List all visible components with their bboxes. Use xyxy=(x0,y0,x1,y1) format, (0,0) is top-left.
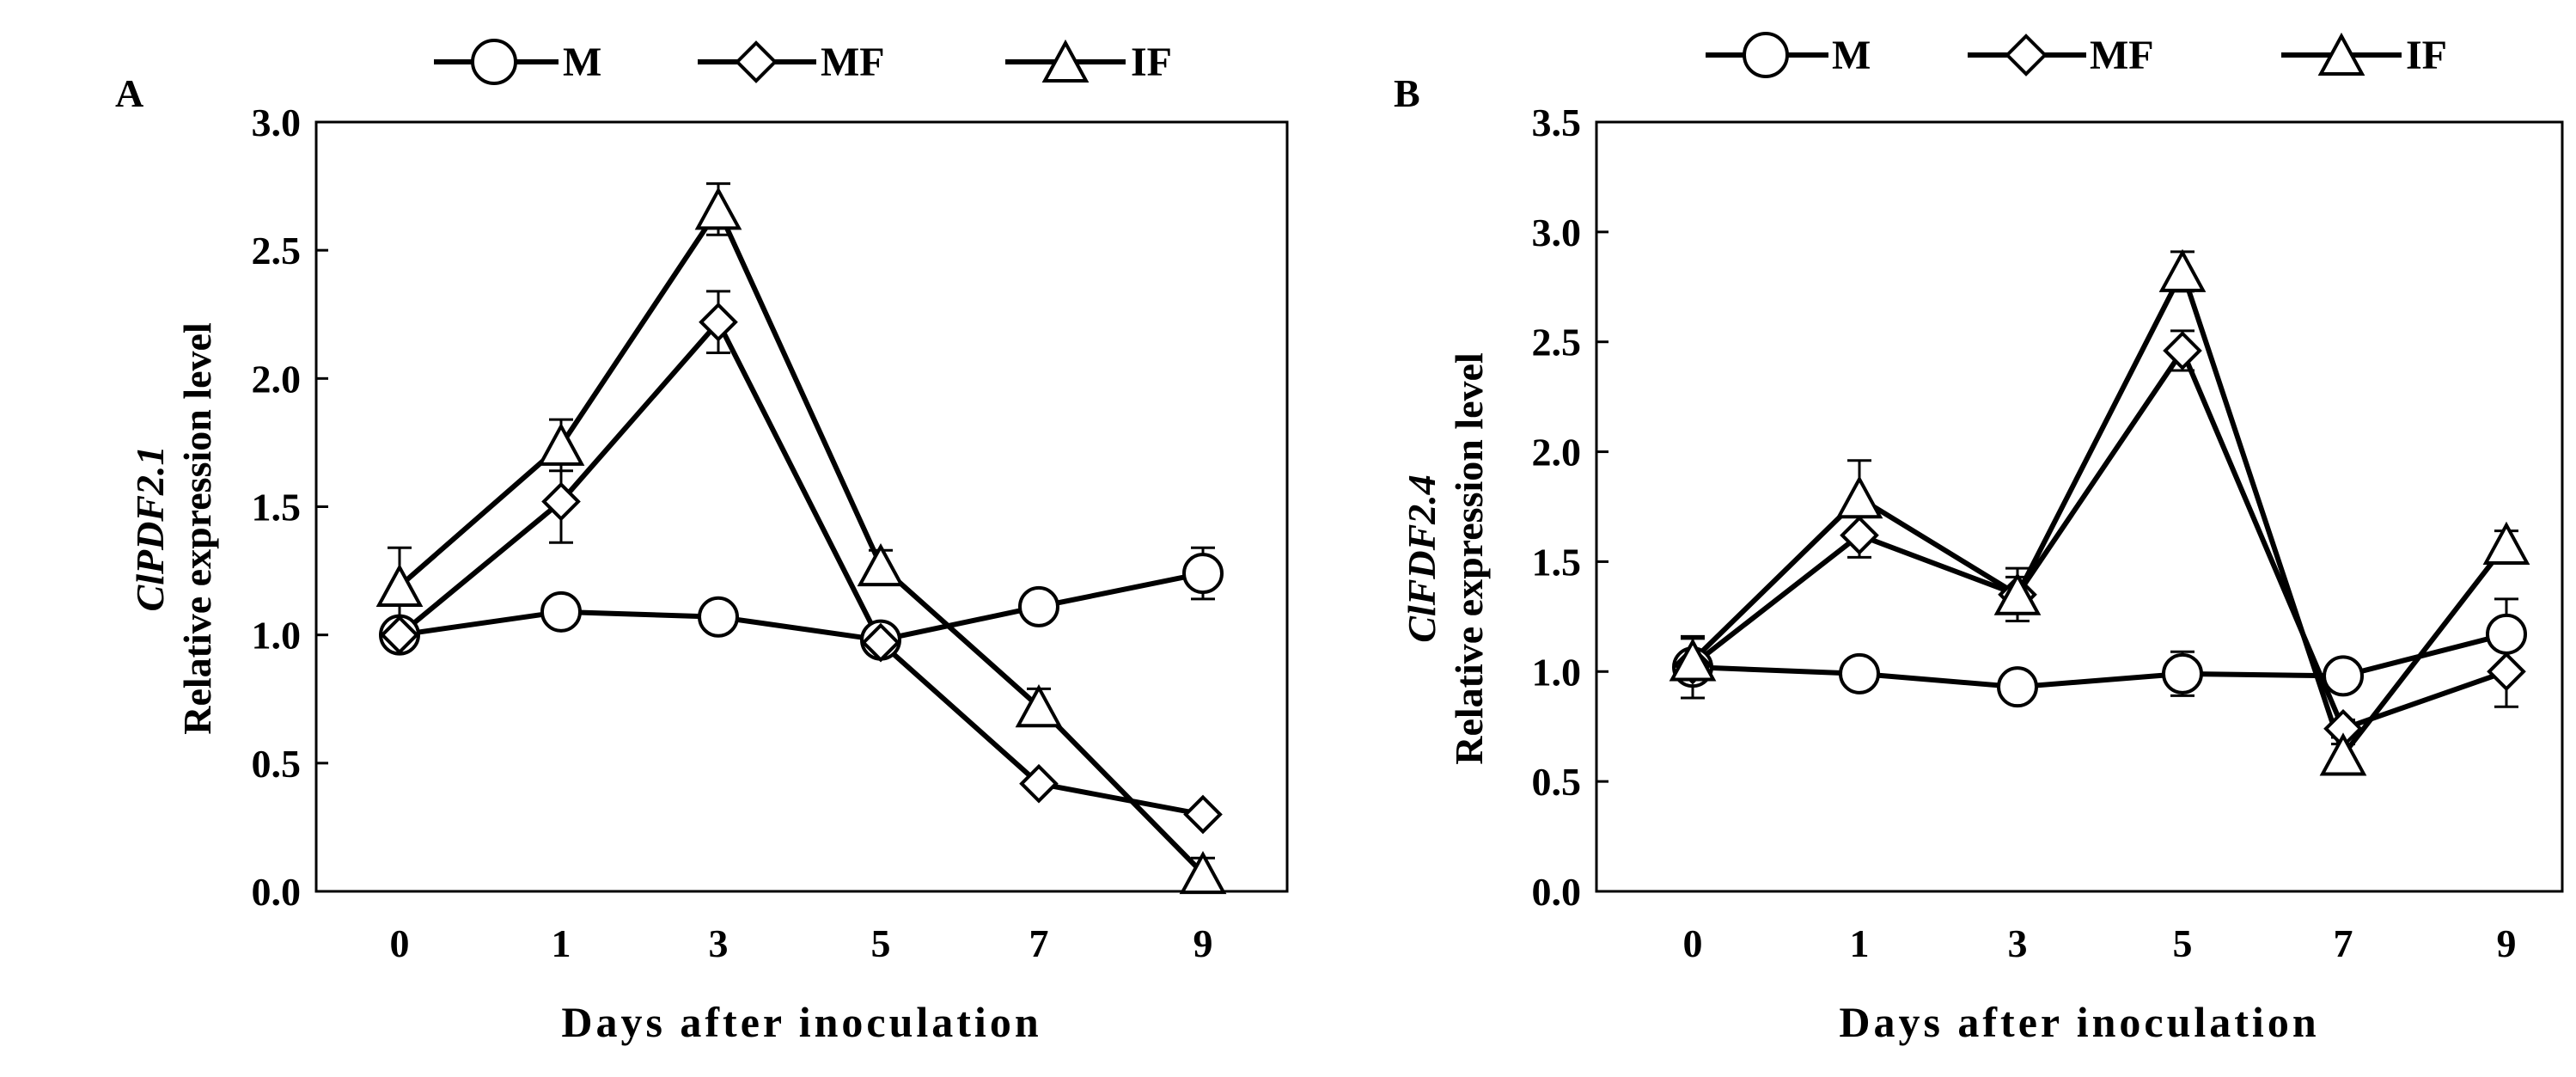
plot-area-b: 0.0 0.5 1.0 1.5 2.0 2.5 3.0 3.5 0 1 3 5 7 9 xyxy=(1532,101,2564,965)
legend-b-m-label: M xyxy=(1832,33,1871,78)
point-a-mf xyxy=(380,615,419,655)
x-tick-label-b: 9 xyxy=(2497,921,2517,965)
legend-b-if-marker xyxy=(2317,32,2365,76)
point-b-if xyxy=(2482,521,2530,565)
point-b-m xyxy=(1997,666,2038,708)
gene-label-a: ClPDF2.1 xyxy=(128,446,172,612)
legend-a-if-label: IF xyxy=(1131,40,1172,85)
x-tick-label-b: 3 xyxy=(2008,921,2028,965)
xlabel-b: Days after inoculation xyxy=(1839,998,2319,1046)
point-a-mf xyxy=(541,481,581,522)
point-b-if xyxy=(2319,732,2367,776)
xlabel-a: Days after inoculation xyxy=(561,998,1041,1046)
point-a-if xyxy=(537,422,585,466)
x-tick-label-a: 7 xyxy=(1029,921,1049,965)
point-b-m xyxy=(2323,655,2364,697)
point-a-if xyxy=(694,187,742,230)
point-a-if xyxy=(857,542,905,587)
legend-b-mf-marker xyxy=(2005,34,2048,76)
point-a-mf xyxy=(1019,763,1059,804)
y-tick-label-b: 1.0 xyxy=(1532,650,1582,694)
point-b-if xyxy=(1669,638,1717,682)
x-tick-label-b: 5 xyxy=(2173,921,2193,965)
point-a-if xyxy=(1179,850,1227,895)
series-line-b-m xyxy=(1692,631,2507,690)
point-b-if xyxy=(1835,475,1883,519)
point-a-m xyxy=(1018,585,1059,627)
plot-frame-b xyxy=(1595,120,2564,893)
point-a-if xyxy=(1015,684,1063,728)
y-tick-label-a: 3.0 xyxy=(252,101,302,144)
legend-b: M MF IF xyxy=(1706,32,2447,78)
x-tick-label-a: 3 xyxy=(709,921,729,965)
panel-b: B M MF IF ClFDF2.4 Relative expression l… xyxy=(1394,32,2564,1046)
legend-a-m-marker xyxy=(471,39,517,85)
legend-a-m-label: M xyxy=(563,40,601,85)
point-a-mf xyxy=(1183,794,1223,835)
x-tick-label-b: 7 xyxy=(2334,921,2353,965)
plot-frame-a xyxy=(314,120,1289,893)
x-tick-label-a: 5 xyxy=(871,921,891,965)
y-tick-label-b: 0.0 xyxy=(1532,870,1582,914)
y-tick-label-b: 0.5 xyxy=(1532,760,1582,804)
legend-b-m-marker xyxy=(1743,32,1789,78)
legend-a-mf-label: MF xyxy=(821,40,885,85)
point-a-m xyxy=(1182,553,1224,595)
series-line-b-if xyxy=(1690,268,2509,758)
y-tick-label-a: 1.0 xyxy=(252,614,302,658)
plot-area-a: 0.0 0.5 1.0 1.5 2.0 2.5 3.0 0 1 3 5 7 9 xyxy=(252,101,1289,965)
y-tick-label-b: 1.5 xyxy=(1532,540,1582,584)
point-a-if xyxy=(375,563,424,607)
legend-a-mf-marker xyxy=(735,40,778,83)
legend-b-if-label: IF xyxy=(2406,33,2447,78)
x-tick-label-b: 0 xyxy=(1683,921,1703,965)
point-b-mf xyxy=(1840,515,1879,555)
point-a-m xyxy=(540,591,582,633)
point-b-if xyxy=(1993,572,2042,615)
y-tick-label-a: 0.0 xyxy=(252,870,302,914)
ylabel-b: Relative expression level xyxy=(1447,352,1491,765)
ylabel-a: Relative expression level xyxy=(175,322,219,735)
legend-a: M MF IF xyxy=(434,39,1172,85)
x-tick-label-b: 1 xyxy=(1850,921,1870,965)
y-tick-label-b: 2.0 xyxy=(1532,431,1582,474)
point-b-m xyxy=(2486,613,2527,655)
gene-label-b: ClFDF2.4 xyxy=(1400,474,1444,643)
point-a-m xyxy=(698,596,739,638)
x-tick-label-a: 1 xyxy=(552,921,571,965)
point-a-mf xyxy=(699,302,738,342)
point-b-m xyxy=(2162,652,2203,695)
y-tick-label-b: 2.5 xyxy=(1532,321,1582,364)
panel-label-b: B xyxy=(1394,71,1420,115)
panel-label-a: A xyxy=(115,71,143,115)
y-tick-label-a: 2.0 xyxy=(252,357,302,401)
point-b-mf xyxy=(2487,652,2526,692)
legend-b-mf-label: MF xyxy=(2090,33,2154,78)
point-a-mf xyxy=(861,622,900,663)
series-line-a-if xyxy=(398,206,1206,876)
y-tick-label-b: 3.0 xyxy=(1532,211,1582,254)
panel-a: A M MF IF ClPDF2.1 Relative expression l… xyxy=(115,39,1289,1046)
series-line-a-m xyxy=(399,571,1204,643)
point-b-m xyxy=(1839,652,1880,695)
legend-a-if-marker xyxy=(1041,39,1090,83)
x-tick-label-a: 0 xyxy=(390,921,410,965)
y-tick-label-a: 2.5 xyxy=(252,229,302,272)
x-tick-label-a: 9 xyxy=(1193,921,1213,965)
point-b-if xyxy=(2158,248,2207,292)
point-b-mf xyxy=(2163,331,2202,370)
y-tick-label-a: 1.5 xyxy=(252,486,302,529)
series-line-a-mf xyxy=(398,319,1204,817)
y-tick-label-b: 3.5 xyxy=(1532,101,1582,144)
y-tick-label-a: 0.5 xyxy=(252,742,302,786)
